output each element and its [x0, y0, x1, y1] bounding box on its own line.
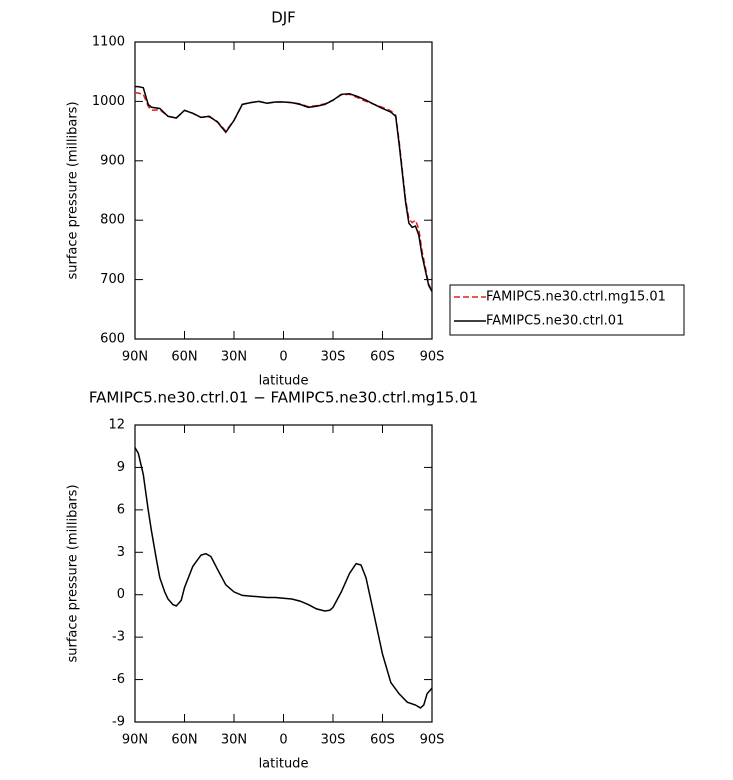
- series-line: [134, 91, 433, 292]
- x-axis-label: latitude: [259, 757, 309, 772]
- y-tick-label: 800: [100, 213, 125, 228]
- x-tick-label: 60S: [370, 733, 395, 748]
- y-tick-label: 12: [108, 418, 125, 433]
- x-tick-label: 90S: [420, 733, 445, 748]
- series-line: [135, 85, 433, 292]
- x-tick-label: 60N: [171, 733, 197, 748]
- legend-box: [449, 284, 685, 336]
- x-tick-label: 90N: [122, 350, 148, 365]
- x-axis-label: latitude: [259, 374, 309, 389]
- y-axis-label: surface pressure (millibars): [66, 101, 81, 279]
- y-tick-label: 1100: [92, 35, 125, 50]
- plot-frame: [134, 424, 433, 723]
- x-tick-label: 0: [279, 733, 287, 748]
- y-tick-label: 0: [117, 587, 125, 602]
- legend-label: FAMIPC5.ne30.ctrl.mg15.01: [486, 290, 666, 305]
- x-tick-label: 30S: [321, 733, 346, 748]
- y-tick-label: -3: [112, 630, 125, 645]
- y-tick-label: 700: [100, 272, 125, 287]
- x-tick-label: 90N: [122, 733, 148, 748]
- y-axis-label: surface pressure (millibars): [66, 484, 81, 662]
- chart-title: DJF: [271, 9, 296, 27]
- y-tick-label: 3: [117, 545, 125, 560]
- x-tick-label: 30N: [221, 733, 247, 748]
- x-tick-label: 30N: [221, 350, 247, 365]
- y-tick-label: 9: [117, 460, 125, 475]
- series-line: [134, 447, 433, 709]
- x-tick-label: 60S: [370, 350, 395, 365]
- y-tick-label: 6: [117, 502, 125, 517]
- chart-title: FAMIPC5.ne30.ctrl.01 − FAMIPC5.ne30.ctrl…: [89, 389, 478, 407]
- y-tick-label: 1000: [92, 94, 125, 109]
- y-tick-label: -6: [112, 672, 125, 687]
- x-tick-label: 0: [279, 350, 287, 365]
- legend-label: FAMIPC5.ne30.ctrl.01: [486, 314, 624, 329]
- y-tick-label: 900: [100, 153, 125, 168]
- x-tick-label: 60N: [171, 350, 197, 365]
- y-tick-label: 600: [100, 332, 125, 347]
- x-tick-label: 90S: [420, 350, 445, 365]
- x-tick-label: 30S: [321, 350, 346, 365]
- y-tick-label: -9: [112, 715, 125, 730]
- plot-frame: [134, 41, 433, 340]
